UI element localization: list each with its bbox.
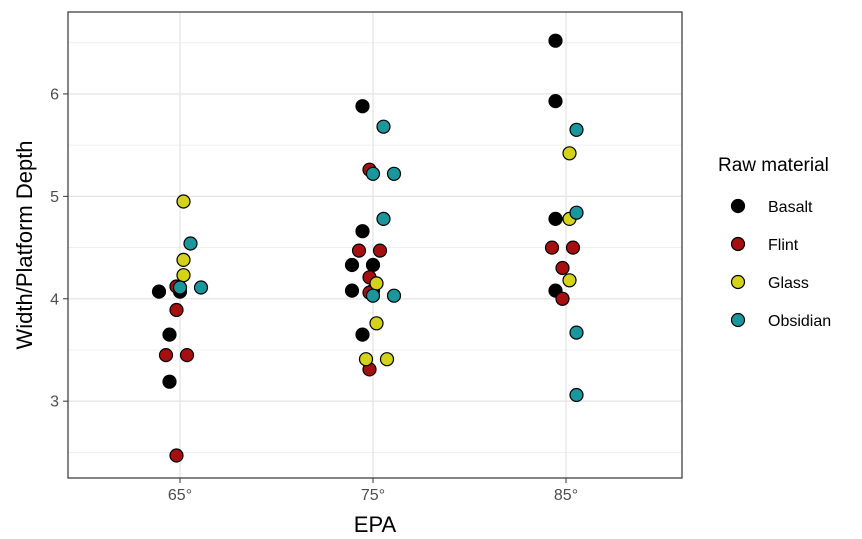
data-point-obsidian [193,280,209,295]
data-point-glass [369,276,384,291]
x-tick-label: 85° [554,487,578,504]
panel-background [68,12,682,478]
data-point-obsidian [376,119,391,134]
data-point-flint [555,291,570,306]
data-point-flint [565,240,581,255]
data-point-glass [358,352,374,367]
legend-label-flint: Flint [768,237,799,254]
data-point-flint [169,448,184,463]
data-point-flint [555,260,570,276]
data-point-basalt [344,257,360,273]
data-point-obsidian [183,236,198,251]
data-point-basalt [355,99,370,114]
data-point-basalt [548,93,563,109]
data-point-glass [176,268,191,283]
data-point-basalt [151,284,167,299]
legend: Raw material Basalt Flint Glass Obsidian [718,155,831,330]
data-point-obsidian [569,205,584,220]
data-point-obsidian [386,288,402,303]
data-point-flint [351,243,367,258]
axis-ticks: 3 4 5 6 65° 75° 85° [50,86,578,504]
y-tick-label: 4 [50,291,59,308]
legend-key-obsidian [730,312,746,328]
legend-label-obsidian: Obsidian [768,313,831,330]
data-point-flint [544,240,560,255]
data-point-glass [176,252,191,267]
data-point-glass [379,352,395,367]
data-point-basalt [162,327,177,342]
data-point-basalt [344,283,360,298]
gridlines [68,12,682,478]
data-point-flint [179,348,195,363]
data-point-flint [372,243,388,258]
data-point-obsidian [365,166,381,181]
data-point-obsidian [569,325,584,340]
data-point-basalt [548,211,563,226]
legend-label-glass: Glass [768,275,809,292]
legend-key-flint [730,236,746,252]
data-points [151,33,584,463]
data-point-basalt [355,224,370,239]
data-point-obsidian [365,288,381,303]
legend-label-basalt: Basalt [768,199,813,216]
legend-title: Raw material [718,155,829,176]
data-point-glass [562,273,577,288]
y-axis-title: Width/Platform Depth [12,140,37,349]
data-point-glass [176,194,191,209]
data-point-obsidian [569,387,584,403]
x-tick-label: 65° [168,487,192,504]
x-tick-label: 75° [361,487,385,504]
data-point-flint [169,302,184,318]
data-point-basalt [355,327,370,342]
data-point-basalt [365,257,381,273]
y-tick-label: 3 [50,394,59,411]
data-point-obsidian [569,122,584,137]
legend-key-basalt [730,198,746,214]
data-point-basalt [548,33,563,48]
data-point-obsidian [376,211,391,226]
legend-items: Basalt Flint Glass Obsidian [730,198,831,330]
data-point-obsidian [386,166,402,181]
data-point-obsidian [172,280,188,295]
data-point-flint [158,348,174,363]
data-point-glass [562,146,577,161]
panel-border [67,11,683,479]
y-tick-label: 6 [50,86,59,103]
x-axis-title: EPA [354,512,397,537]
data-point-glass [369,316,384,331]
legend-key-glass [730,274,746,290]
data-point-basalt [162,374,177,389]
y-tick-label: 5 [50,189,59,206]
